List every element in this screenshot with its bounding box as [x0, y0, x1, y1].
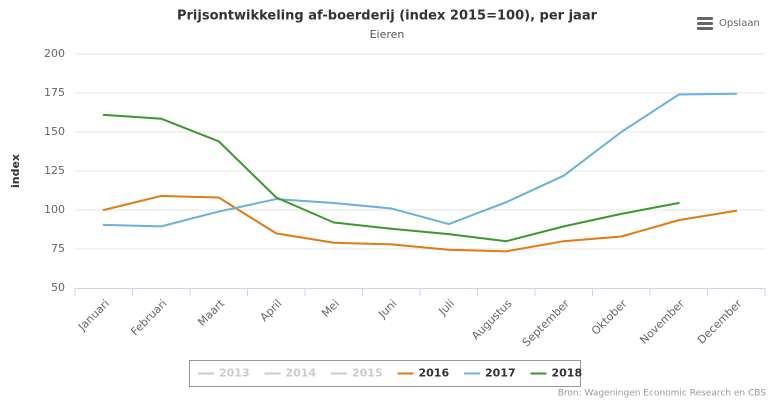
x-tick-label: December [695, 297, 745, 347]
legend-label: 2014 [286, 367, 317, 380]
series-line [102, 113, 680, 243]
y-tick-label: 150 [44, 125, 65, 138]
legend-label: 2013 [219, 367, 250, 380]
legend-label: 2015 [352, 367, 383, 380]
x-tick-label: Juni [375, 297, 399, 321]
legend-item[interactable]: 2018 [530, 367, 583, 380]
x-tick-label: Januari [75, 297, 112, 334]
chart-title: Prijsontwikkeling af-boerderij (index 20… [177, 9, 598, 24]
x-tick-label: September [520, 297, 573, 350]
x-tick-label: Oktober [589, 297, 630, 338]
legend-item[interactable]: 2015 [331, 367, 383, 380]
x-tick-label: April [258, 297, 285, 324]
y-tick-label: 50 [51, 281, 65, 294]
chart-subtitle: Eieren [370, 28, 405, 41]
legend-label: 2016 [419, 367, 450, 380]
credits: Bron: Wageningen Economic Research en CB… [558, 389, 767, 399]
legend-item[interactable]: 2013 [198, 367, 250, 380]
menu-icon [697, 17, 713, 20]
x-tick-label: Februari [128, 297, 169, 338]
y-tick-label: 125 [44, 164, 65, 177]
x-tick-label: Augustus [469, 297, 515, 343]
menu-label[interactable]: Opslaan [719, 18, 760, 29]
series-line [102, 92, 738, 228]
menu-icon [697, 27, 713, 30]
export-menu[interactable]: Opslaan [697, 17, 760, 30]
x-tick-label: Mei [319, 297, 342, 320]
legend-item[interactable]: 2014 [264, 367, 317, 380]
y-axis-label: index [9, 154, 22, 188]
legend-item[interactable]: 2016 [397, 367, 450, 380]
y-tick-label: 200 [44, 47, 65, 60]
menu-icon [697, 22, 713, 25]
legend-box [189, 360, 581, 387]
y-tick-label: 100 [44, 203, 65, 216]
x-tick-label: November [637, 297, 687, 347]
x-tick-label: Maart [195, 297, 227, 329]
series-line [102, 194, 738, 253]
legend-label: 2017 [485, 367, 516, 380]
legend-label: 2018 [552, 367, 583, 380]
y-tick-label: 75 [51, 242, 65, 255]
y-tick-label: 175 [44, 86, 65, 99]
legend-item[interactable]: 2017 [464, 367, 516, 380]
x-tick-label: Juli [436, 297, 457, 318]
